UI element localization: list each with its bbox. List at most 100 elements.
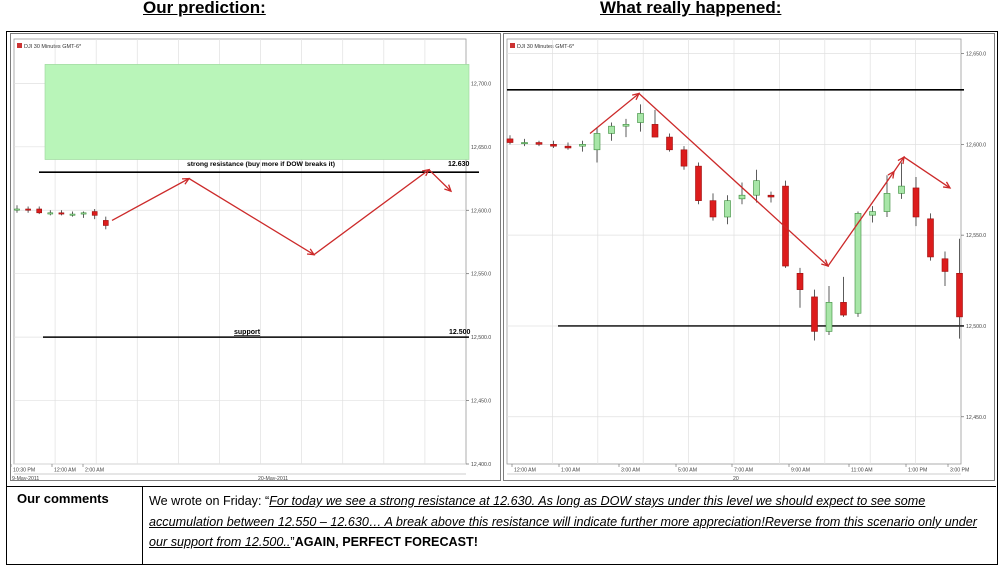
arrow-head — [181, 177, 191, 185]
x-tick-label: 10:30 PM — [13, 468, 35, 474]
candle-down — [58, 212, 65, 215]
chart-header-icon — [17, 43, 22, 48]
candle-up — [753, 180, 760, 196]
x-tick-label: 12:00 AM — [514, 468, 536, 474]
y-tick-label: 12,600.0 — [471, 208, 491, 214]
y-tick-label: 12,550.0 — [471, 272, 491, 278]
support-value-label: 12.500 — [449, 329, 471, 336]
candle-down — [927, 218, 934, 258]
comments-intro: We wrote on Friday: “ — [149, 494, 270, 508]
arrow-head — [887, 170, 895, 179]
arrow-path — [589, 92, 951, 268]
candle-down — [25, 208, 31, 211]
arrow-head — [306, 248, 316, 256]
x-tick-label: 11:00 AM — [851, 468, 873, 474]
y-tick-label: 12,500.0 — [471, 335, 491, 341]
candle-down — [709, 200, 717, 218]
left-heading: Our prediction: — [143, 0, 266, 17]
candle-up — [869, 211, 876, 216]
y-tick-label: 12,450.0 — [966, 415, 986, 421]
arrow-head — [632, 92, 641, 101]
arrow-head — [942, 181, 952, 189]
candle-up — [883, 193, 891, 212]
candle-down — [506, 138, 514, 143]
x-tick-label: 3:00 AM — [621, 468, 640, 474]
candle-down — [564, 145, 572, 149]
candle-down — [680, 149, 688, 167]
candle-down — [91, 211, 98, 216]
candle-up — [825, 302, 833, 332]
y-tick-label: 12,700.0 — [471, 81, 491, 87]
comments-row: Our comments We wrote on Friday: “For to… — [6, 486, 996, 564]
candle-up — [593, 133, 601, 151]
candle-down — [956, 272, 963, 318]
y-tick-label: 12,400.0 — [471, 462, 491, 468]
candle-down — [535, 142, 543, 145]
candle-up — [47, 212, 54, 215]
date-label: 20-May-2011 — [258, 476, 288, 480]
comments-emphasis: AGAIN, PERFECT FORECAST! — [294, 535, 478, 549]
x-tick-label: 5:00 AM — [678, 468, 697, 474]
y-tick-label: 12,450.0 — [471, 399, 491, 405]
candle-up — [637, 113, 644, 123]
candle-down — [941, 258, 949, 272]
arrow-head — [422, 168, 431, 177]
figure-frame — [6, 31, 998, 565]
candle-up — [521, 142, 528, 145]
comments-divider — [142, 487, 143, 564]
y-tick-label: 12,500.0 — [966, 324, 986, 330]
date-label: 20 — [733, 476, 739, 480]
actual-chart: DJI 30 Minutes GMT-6* 12,650.0 12,600.0 12,… — [503, 33, 995, 481]
arrow-head — [444, 184, 453, 193]
candle-down — [666, 136, 673, 151]
comments-label: Our comments — [17, 491, 109, 506]
accumulation-zone — [44, 64, 470, 160]
candle-down — [103, 220, 109, 226]
x-tick-label: 12:00 AM — [54, 468, 76, 474]
arrow-head — [821, 259, 830, 268]
candle-up — [898, 185, 905, 194]
x-tick-label: 3:00 PM — [950, 468, 969, 474]
chart-header: DJI 30 Minutes GMT-6* — [517, 44, 575, 50]
candle-up — [738, 194, 746, 200]
prediction-chart-svg: DJI 30 Minutes GMT-6* 12,700.0 12,650.0 12,… — [11, 38, 491, 480]
candle-down — [811, 296, 818, 332]
candle-down — [550, 144, 557, 147]
candle-down — [912, 187, 920, 218]
y-tick-label: 12,650.0 — [966, 52, 986, 58]
prediction-chart: DJI 30 Minutes GMT-6* 12,700.0 12,650.0 12,… — [10, 33, 501, 481]
candle-up — [80, 212, 87, 215]
candle-down — [36, 208, 43, 214]
candle-up — [854, 213, 862, 314]
x-tick-label: 1:00 PM — [908, 468, 927, 474]
x-tick-label: 7:00 AM — [734, 468, 753, 474]
candle-up — [724, 200, 731, 218]
x-tick-label: 2:00 AM — [85, 468, 104, 474]
y-tick-label: 12,550.0 — [966, 233, 986, 239]
candle-down — [840, 302, 847, 316]
comments-text: We wrote on Friday: “For today we see a … — [149, 491, 979, 553]
chart-header: DJI 30 Minutes GMT-6* — [24, 44, 82, 50]
y-tick-label: 12,650.0 — [471, 145, 491, 151]
resistance-label: strong resistance (buy more if DOW break… — [187, 161, 335, 168]
x-tick-label: 1:00 AM — [561, 468, 580, 474]
candle-up — [69, 213, 76, 216]
y-tick-label: 12,600.0 — [966, 142, 986, 148]
candle-up — [622, 124, 630, 127]
arrow-head — [897, 155, 905, 165]
support-label: support — [234, 329, 261, 336]
chart-header-icon — [510, 43, 515, 48]
right-heading: What really happened: — [600, 0, 782, 17]
candle-down — [651, 124, 659, 138]
candle-up — [579, 144, 586, 147]
comments-closing-quote: ” — [290, 535, 295, 549]
x-tick-label: 9:00 AM — [791, 468, 810, 474]
resistance-value-label: 12.630 — [448, 161, 470, 168]
comments-quote: For today we see a strong resistance at … — [149, 494, 977, 549]
candle-up — [608, 125, 615, 134]
candle-down — [695, 165, 702, 201]
candle-down — [796, 272, 804, 290]
candle-up — [14, 208, 20, 211]
actual-chart-svg: DJI 30 Minutes GMT-6* 12,650.0 12,600.0 12,… — [506, 38, 986, 480]
candle-down — [767, 194, 775, 198]
